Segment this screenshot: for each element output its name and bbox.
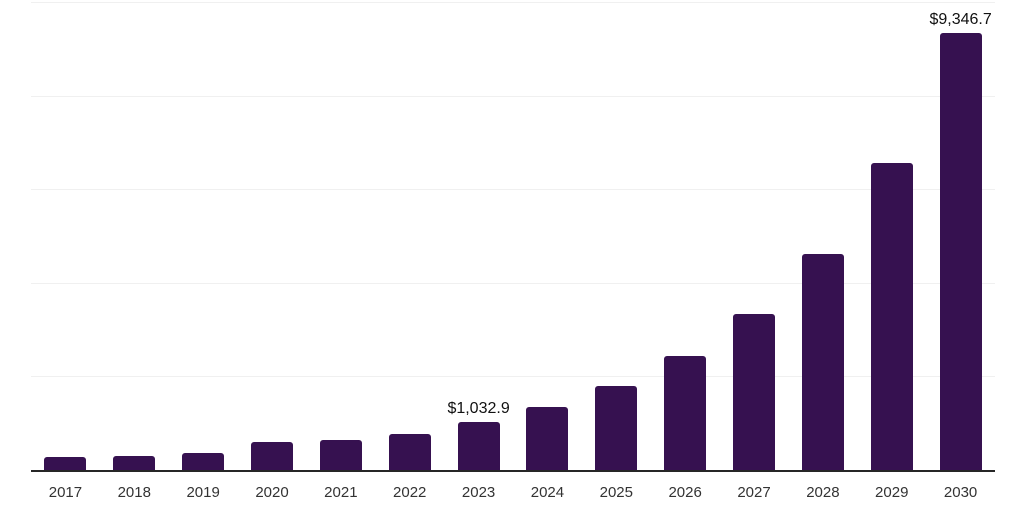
bar-2026 [664, 355, 707, 470]
x-tick-2027: 2027 [737, 484, 771, 501]
x-tick-2028: 2028 [806, 484, 840, 501]
bar-band-2024 [513, 2, 582, 470]
x-tick-2017: 2017 [48, 484, 83, 501]
x-axis-line [31, 470, 995, 472]
bar-band-2027 [720, 2, 789, 470]
gridline [31, 189, 995, 191]
bar-2023 [457, 421, 500, 470]
x-tick-2019: 2019 [186, 484, 220, 501]
bar-2017 [44, 456, 87, 470]
bar-band-2018 [100, 2, 169, 470]
bar-2021 [319, 440, 362, 470]
bar-band-2017 [31, 2, 100, 470]
data-label-2030: $9,346.7 [929, 10, 992, 28]
bar-2027 [733, 313, 776, 470]
bar-band-2025 [582, 2, 651, 470]
bar-band-2019 [169, 2, 238, 470]
bar-2025 [595, 386, 638, 470]
bar-2028 [801, 253, 844, 470]
bar-2018 [113, 455, 156, 470]
bar-band-2028 [788, 2, 857, 470]
bar-band-2020 [238, 2, 307, 470]
gridline [31, 2, 995, 3]
x-tick-2021: 2021 [324, 484, 358, 501]
bar-band-2021 [306, 2, 375, 470]
x-tick-2025: 2025 [599, 484, 633, 501]
bar-band-2026 [651, 2, 720, 470]
bar-2030 [939, 32, 982, 470]
bar-2020 [251, 442, 293, 470]
bars-container: $1,032.9 $9,346.7 [31, 2, 995, 470]
gridline [31, 376, 995, 378]
plot-area: $1,032.9 $9,346.7 [31, 2, 995, 470]
bar-band-2023: $1,032.9 [444, 2, 513, 470]
x-tick-2029: 2029 [875, 484, 909, 501]
bar-band-2022 [375, 2, 444, 470]
x-axis-labels: 2017 2018 2019 2020 2021 2022 2023 2024 2025 2026… [31, 483, 995, 503]
x-tick-2024: 2024 [530, 484, 565, 501]
bar-band-2030: $9,346.7 [926, 2, 995, 470]
gridline [31, 95, 995, 97]
x-tick-2023: 2023 [461, 484, 496, 501]
x-tick-2018: 2018 [117, 484, 151, 501]
bar-2019 [182, 453, 225, 470]
x-tick-2022: 2022 [393, 484, 427, 501]
bar-2022 [388, 433, 431, 470]
x-tick-2026: 2026 [668, 484, 702, 501]
x-tick-2030: 2030 [943, 484, 978, 501]
bar-band-2029 [857, 2, 926, 470]
bar-2029 [870, 163, 913, 470]
gridline [31, 282, 995, 284]
data-label-2023: $1,032.9 [447, 399, 510, 417]
x-tick-2020: 2020 [255, 484, 289, 501]
bar-2024 [526, 406, 569, 470]
